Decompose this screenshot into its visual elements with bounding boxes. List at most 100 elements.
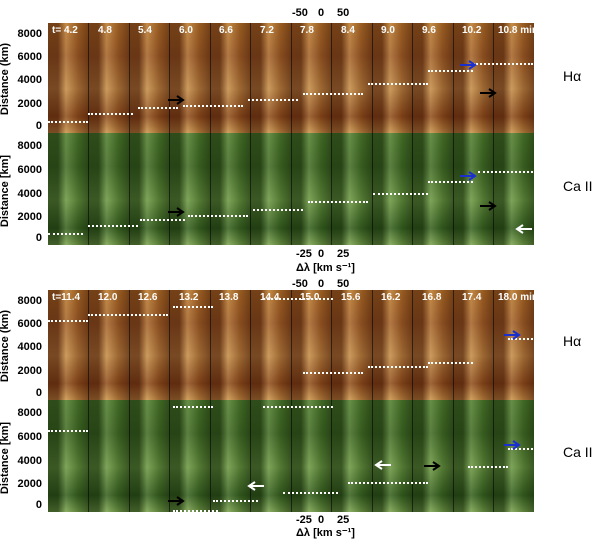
white-arrow-icon bbox=[247, 481, 264, 491]
x-axis-title: Δλ [km s⁻¹] bbox=[296, 262, 355, 274]
trace-dots bbox=[48, 121, 88, 123]
panel-divider bbox=[493, 133, 494, 245]
black-arrow-icon bbox=[168, 207, 185, 217]
tick-label: 50 bbox=[337, 278, 350, 290]
trace-dots bbox=[183, 105, 243, 107]
trace-dots bbox=[308, 201, 368, 203]
panel-divider bbox=[169, 400, 170, 512]
y-tick-label: 8000 bbox=[17, 28, 42, 40]
panel-divider bbox=[453, 133, 454, 245]
tick-label: 0 bbox=[318, 7, 325, 19]
panel-divider bbox=[169, 23, 170, 133]
trace-dots bbox=[473, 63, 533, 65]
black-arrow-icon bbox=[424, 461, 441, 471]
panel-divider bbox=[291, 290, 292, 400]
trace-dots bbox=[48, 233, 83, 235]
time-label: t=11.4 bbox=[52, 292, 81, 303]
x-axis-title: Δλ [km s⁻¹] bbox=[296, 527, 355, 539]
caii-panel-bottom bbox=[48, 400, 534, 512]
panel-divider bbox=[129, 400, 130, 512]
y-tick-label: 4000 bbox=[17, 188, 42, 200]
trace-dots bbox=[303, 93, 363, 95]
white-arrow-icon bbox=[374, 460, 391, 470]
time-label: 14.4 bbox=[260, 292, 280, 303]
tick-label: 0 bbox=[318, 514, 325, 526]
time-label: 7.8 bbox=[300, 25, 314, 36]
time-label: 16.2 bbox=[381, 292, 401, 303]
y-tick-label: 0 bbox=[35, 232, 42, 244]
trace-dots bbox=[263, 298, 333, 300]
panel-divider bbox=[372, 133, 373, 245]
time-label: 10.2 bbox=[462, 25, 482, 36]
caii-panel-top bbox=[48, 133, 534, 245]
time-label: 15.0 bbox=[300, 292, 320, 303]
trace-dots bbox=[188, 215, 248, 217]
blue-arrow-icon bbox=[504, 440, 521, 450]
trace-dots bbox=[48, 320, 88, 322]
y-tick-label: 0 bbox=[35, 120, 42, 132]
trace-dots bbox=[508, 448, 533, 450]
tick-label: -25 bbox=[296, 248, 312, 260]
time-label: 8.4 bbox=[341, 25, 355, 36]
panel-divider bbox=[88, 400, 89, 512]
y-axis-title: Distance (km) bbox=[0, 42, 11, 116]
y-tick-label: 6000 bbox=[17, 51, 42, 63]
y-tick-label: 6000 bbox=[17, 164, 42, 176]
panel-divider bbox=[129, 23, 130, 133]
panel-divider bbox=[250, 400, 251, 512]
panel-divider bbox=[412, 133, 413, 245]
y-tick-label: 4000 bbox=[17, 341, 42, 353]
time-label: 16.8 bbox=[422, 292, 442, 303]
blue-arrow-icon bbox=[460, 171, 477, 181]
y-tick-label: 6000 bbox=[17, 431, 42, 443]
panel-divider bbox=[493, 290, 494, 400]
time-label: 13.8 bbox=[219, 292, 239, 303]
tick-label: 50 bbox=[337, 7, 350, 19]
tick-label: -50 bbox=[292, 278, 308, 290]
y-tick-label: 2000 bbox=[17, 478, 42, 490]
y-tick-label: 8000 bbox=[17, 140, 42, 152]
tick-label: 0 bbox=[318, 248, 325, 260]
time-label: 7.2 bbox=[260, 25, 274, 36]
panel-divider bbox=[493, 400, 494, 512]
time-label: 9.0 bbox=[381, 25, 395, 36]
y-axis-title: Distance [km] bbox=[0, 154, 11, 228]
black-arrow-icon bbox=[480, 88, 497, 98]
y-tick-label: 4000 bbox=[17, 74, 42, 86]
panel-divider bbox=[88, 133, 89, 245]
trace-dots bbox=[263, 406, 333, 408]
time-label: 15.6 bbox=[341, 292, 361, 303]
panel-divider bbox=[210, 290, 211, 400]
trace-dots bbox=[173, 306, 213, 308]
time-label: 9.6 bbox=[422, 25, 436, 36]
y-axis-title: Distance [km] bbox=[0, 421, 11, 495]
y-tick-label: 4000 bbox=[17, 455, 42, 467]
white-arrow-icon bbox=[515, 224, 532, 234]
tick-label: -25 bbox=[296, 514, 312, 526]
panel-divider bbox=[412, 23, 413, 133]
panel-divider bbox=[169, 290, 170, 400]
time-label: 10.8 min bbox=[498, 25, 534, 36]
blue-arrow-icon bbox=[504, 330, 521, 340]
blue-arrow-icon bbox=[460, 60, 477, 70]
panel-divider bbox=[210, 133, 211, 245]
time-label: 4.8 bbox=[98, 25, 112, 36]
panel-divider bbox=[291, 400, 292, 512]
black-arrow-icon bbox=[168, 496, 185, 506]
trace-dots bbox=[138, 107, 178, 109]
trace-dots bbox=[508, 338, 533, 340]
panel-divider bbox=[331, 23, 332, 133]
panel-divider bbox=[453, 23, 454, 133]
panel-divider bbox=[493, 23, 494, 133]
panel-divider bbox=[453, 400, 454, 512]
time-label: t= 4.2 bbox=[52, 25, 78, 36]
halpha-panel-top: t= 4.2 4.8 5.4 6.0 6.6 7.2 7.8 8.4 9.0 9… bbox=[48, 23, 534, 133]
time-label: 12.6 bbox=[138, 292, 158, 303]
tick-label: 25 bbox=[337, 248, 350, 260]
time-label: 12.0 bbox=[98, 292, 118, 303]
black-arrow-icon bbox=[480, 201, 497, 211]
panel-divider bbox=[372, 23, 373, 133]
caii-label: Ca II bbox=[563, 444, 593, 460]
panel-divider bbox=[331, 400, 332, 512]
trace-dots bbox=[373, 193, 428, 195]
